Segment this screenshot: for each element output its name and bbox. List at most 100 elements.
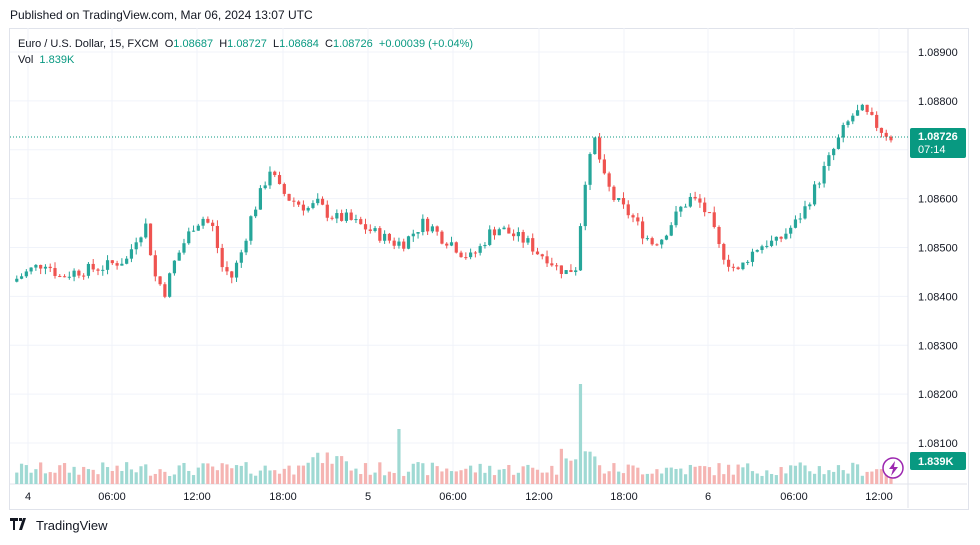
volume-bar bbox=[335, 456, 339, 484]
candle-body bbox=[865, 104, 869, 112]
volume-bar bbox=[292, 474, 296, 484]
volume-bar bbox=[220, 463, 224, 484]
candle-body bbox=[774, 236, 778, 241]
candle-body bbox=[726, 259, 731, 267]
volume-bar bbox=[397, 429, 401, 484]
price-tick-label: 1.08500 bbox=[918, 243, 958, 255]
volume-bar bbox=[827, 470, 831, 484]
candle-body bbox=[569, 270, 573, 273]
chart-frame[interactable] bbox=[9, 28, 969, 510]
volume-bar bbox=[349, 470, 353, 484]
candle-body bbox=[617, 198, 621, 200]
volume-bar bbox=[421, 463, 425, 484]
candle-body bbox=[258, 188, 263, 210]
open-label: O bbox=[164, 38, 174, 50]
candle-body bbox=[168, 273, 172, 297]
volume-bar bbox=[187, 470, 191, 484]
candle-body bbox=[879, 127, 884, 133]
volume-bar bbox=[225, 464, 229, 484]
volume-bar bbox=[268, 470, 272, 484]
candle-body bbox=[402, 241, 406, 249]
candle-body bbox=[48, 266, 52, 269]
footer: TradingView bbox=[10, 518, 108, 533]
volume-bar bbox=[793, 465, 798, 484]
candle-body bbox=[488, 229, 492, 245]
candle-body bbox=[67, 276, 71, 278]
candle-body bbox=[564, 270, 568, 274]
volume-bar bbox=[201, 463, 205, 484]
candle-body bbox=[430, 226, 434, 232]
volume-bar bbox=[531, 467, 535, 484]
candle-body bbox=[827, 155, 831, 166]
candle-body bbox=[392, 240, 396, 246]
volume-bar bbox=[774, 475, 778, 484]
time-tick-label: 5 bbox=[365, 491, 371, 503]
candle-body bbox=[244, 240, 248, 253]
candle-body bbox=[607, 173, 611, 187]
candle-body bbox=[335, 213, 339, 219]
candle-body bbox=[860, 104, 864, 111]
volume-bar bbox=[621, 473, 626, 484]
volume-bar bbox=[860, 475, 864, 484]
price-tick-label: 1.08200 bbox=[918, 389, 958, 401]
volume-bar bbox=[359, 474, 363, 484]
volume-bar bbox=[626, 464, 630, 484]
volume-bar bbox=[387, 471, 391, 484]
candle-body bbox=[855, 110, 860, 116]
brand-name[interactable]: TradingView bbox=[36, 518, 108, 533]
candle-body bbox=[755, 250, 759, 252]
candle-body bbox=[325, 204, 329, 218]
volume-bar bbox=[34, 469, 38, 484]
candle-body bbox=[531, 238, 535, 252]
volume-bar bbox=[416, 462, 420, 484]
candle-body bbox=[383, 233, 387, 241]
candle-body bbox=[177, 252, 181, 261]
volume-bar bbox=[426, 475, 430, 484]
volume-bar bbox=[607, 471, 611, 484]
candle-body bbox=[115, 263, 119, 266]
candle-body bbox=[602, 159, 606, 174]
candle-body bbox=[292, 200, 296, 202]
candle-body bbox=[311, 203, 315, 208]
candle-body bbox=[435, 226, 439, 232]
volume-bar bbox=[445, 468, 449, 484]
volume-bar bbox=[196, 467, 200, 484]
volume-bar bbox=[311, 457, 315, 484]
candle-body bbox=[344, 212, 349, 221]
candle-body bbox=[354, 219, 358, 221]
time-tick-label: 4 bbox=[25, 491, 31, 503]
legend-row-ohlc: Euro / U.S. Dollar, 15, FXCM O1.08687 H1… bbox=[18, 36, 473, 52]
candle-body bbox=[554, 265, 559, 267]
volume-bar bbox=[588, 451, 592, 484]
candle-body bbox=[593, 137, 597, 155]
volume-bar bbox=[301, 465, 306, 484]
volume-bar bbox=[559, 448, 563, 484]
candle-body bbox=[626, 204, 630, 216]
candle-body bbox=[15, 278, 19, 282]
candle-body bbox=[798, 218, 802, 220]
time-tick-label: 18:00 bbox=[269, 491, 297, 503]
candle-body bbox=[239, 252, 243, 263]
open-value: 1.08687 bbox=[173, 38, 214, 50]
volume-bar bbox=[163, 471, 167, 484]
volume-bar bbox=[62, 463, 67, 484]
price-tick-label: 1.08400 bbox=[918, 291, 958, 303]
volume-bar bbox=[703, 466, 707, 484]
candle-body bbox=[139, 237, 143, 243]
volume-bar bbox=[746, 463, 750, 484]
volume-bar bbox=[722, 474, 726, 484]
tradingview-logo-icon[interactable] bbox=[10, 518, 30, 533]
volume-bar bbox=[263, 465, 267, 484]
time-tick-label: 12:00 bbox=[183, 491, 211, 503]
symbol-name: Euro / U.S. Dollar, 15, FXCM bbox=[18, 38, 159, 50]
candle-body bbox=[507, 227, 511, 234]
volume-bar bbox=[96, 474, 100, 484]
volume-bar bbox=[712, 475, 716, 484]
volume-bar bbox=[750, 471, 755, 484]
volume-bar bbox=[411, 463, 415, 484]
candle-body bbox=[125, 258, 129, 264]
volume-bar bbox=[660, 473, 664, 484]
candle-body bbox=[469, 252, 473, 258]
candle-body bbox=[660, 239, 664, 245]
